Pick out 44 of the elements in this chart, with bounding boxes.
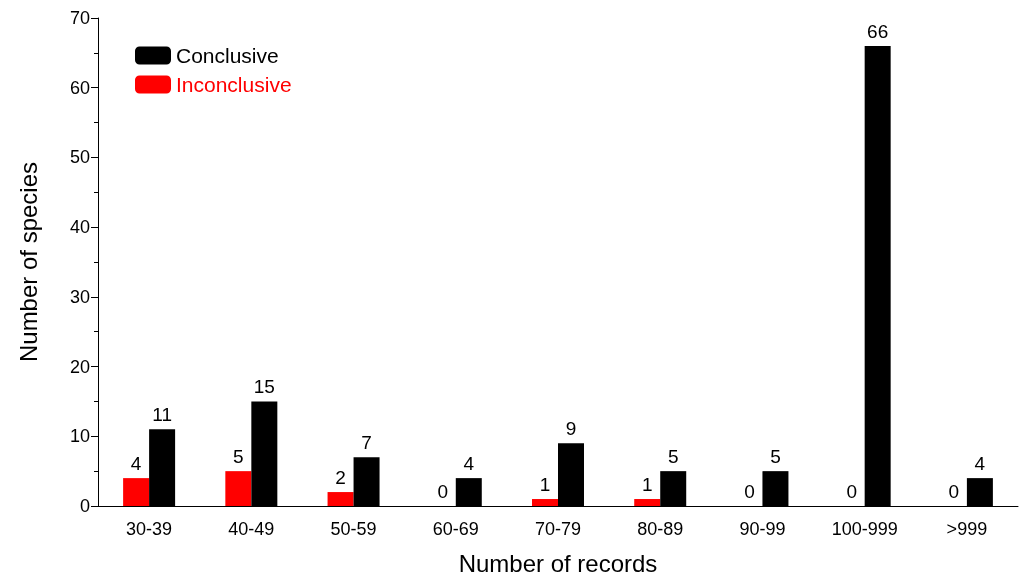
y-tick-label: 0: [79, 496, 90, 516]
legend-label: Conclusive: [176, 44, 279, 67]
y-tick-label: 70: [69, 8, 90, 28]
x-tick-label: 100-999: [831, 519, 898, 539]
x-tick-label: 80-89: [637, 519, 684, 539]
y-tick-label: 50: [69, 147, 90, 168]
x-tick-label: 60-69: [432, 519, 479, 539]
data-label: 11: [152, 404, 172, 426]
data-label: 5: [770, 446, 781, 468]
y-tick-label: 30: [69, 286, 90, 307]
data-label: 5: [667, 446, 679, 468]
x-tick-label: 50-59: [330, 519, 377, 539]
bar: [532, 499, 558, 506]
data-label: 66: [867, 20, 889, 42]
y-tick-label: 10: [69, 426, 90, 447]
data-label: 2: [335, 467, 346, 489]
data-label: 1: [641, 474, 653, 496]
y-tick-label: 20: [69, 356, 90, 377]
data-label: 4: [463, 453, 475, 475]
x-tick-label: 40-49: [228, 519, 275, 539]
bar: [634, 499, 661, 506]
data-label: 15: [253, 376, 275, 398]
x-tick-label: 70-79: [534, 519, 582, 539]
x-tick-label: 30-39: [126, 519, 173, 539]
y-tick-label: 60: [69, 77, 90, 98]
data-label: 0: [846, 481, 857, 502]
legend-label: Inconclusive: [176, 73, 292, 96]
y-tick-label: 40: [69, 217, 90, 238]
data-label: 0: [948, 481, 960, 502]
bar: [225, 471, 252, 506]
x-axis-title: Number of records: [458, 549, 658, 577]
data-label: 1: [539, 474, 551, 496]
y-axis-title: Number of species: [14, 161, 42, 363]
data-label: 5: [233, 446, 244, 468]
data-label: 7: [361, 432, 372, 454]
bar: [123, 478, 150, 506]
x-tick-label: 90-99: [739, 519, 786, 539]
bar: [327, 492, 354, 506]
data-label: 4: [130, 453, 142, 475]
x-tick-label: >999: [946, 519, 988, 539]
data-label: 9: [565, 418, 577, 440]
data-label: 4: [974, 453, 986, 475]
data-label: 0: [744, 481, 755, 502]
data-label: 0: [437, 481, 449, 502]
